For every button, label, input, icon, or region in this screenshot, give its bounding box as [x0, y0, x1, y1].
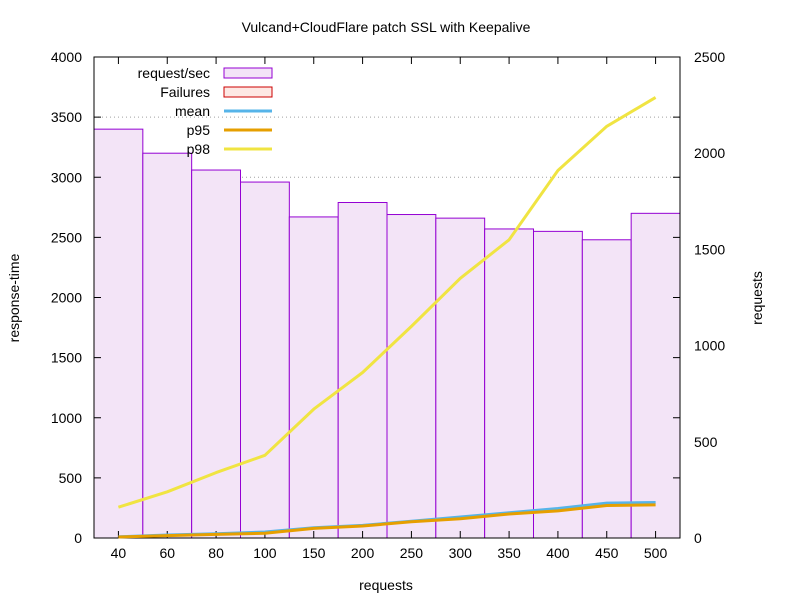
legend-label-mean: mean	[175, 103, 210, 119]
legend-label-p98: p98	[187, 141, 211, 157]
line-p95	[118, 503, 656, 539]
x-tick-label: 250	[400, 545, 424, 561]
y2-tick-label: 1000	[694, 338, 725, 354]
x-tick-label: 500	[644, 545, 668, 561]
x-tick-label: 200	[351, 545, 375, 561]
x-tick-label: 150	[302, 545, 326, 561]
y-tick-label: 500	[59, 470, 83, 486]
x-axis-label: requests	[359, 577, 413, 593]
y-axis-label: response-time	[6, 253, 22, 342]
y2-tick-label: 2500	[694, 49, 725, 65]
bar-request-sec	[288, 216, 339, 539]
legend-swatch-request-sec	[223, 67, 273, 79]
y2-tick-label: 0	[694, 530, 702, 546]
y-tick-label: 1500	[51, 350, 82, 366]
y-tick-label: 0	[74, 530, 82, 546]
y2-tick-label: 2000	[694, 145, 725, 161]
legend-label-failures: Failures	[160, 84, 210, 100]
y-tick-label: 1000	[51, 410, 82, 426]
x-tick-label: 40	[111, 545, 127, 561]
legend-label-request-sec: request/sec	[138, 65, 210, 81]
bar-request-sec	[337, 202, 388, 539]
bar-request-sec	[435, 217, 486, 539]
bar-request-sec	[93, 128, 144, 539]
bar-request-sec	[484, 228, 534, 539]
bar-request-sec	[386, 214, 437, 539]
bar-request-sec	[630, 212, 681, 539]
plot-area: 0 500 1000 1500 2000 2500 3000 3500 4000 0 500 1000…	[51, 49, 726, 561]
y-tick-label: 2500	[51, 229, 82, 245]
x-tick-label: 300	[449, 545, 473, 561]
x-tick-label: 100	[253, 545, 277, 561]
x-tick-label: 450	[595, 545, 619, 561]
y-tick-label: 2000	[51, 290, 82, 306]
x-tick-label: 80	[208, 545, 224, 561]
bar-request-sec	[533, 230, 583, 539]
bar-request-sec	[142, 152, 193, 539]
y2-tick-label: 500	[694, 434, 718, 450]
bar-request-sec	[581, 239, 632, 539]
legend-label-p95: p95	[187, 122, 211, 138]
legend-swatch-failures	[223, 86, 273, 98]
y-tick-label: 4000	[51, 49, 82, 65]
legend: request/sec Failures mean p95 p98	[138, 65, 273, 157]
bar-request-sec	[240, 181, 290, 539]
y-tick-label: 3500	[51, 109, 82, 125]
x-tick-label: 350	[497, 545, 521, 561]
y-tick-label: 3000	[51, 169, 82, 185]
y2-tick-label: 1500	[694, 241, 725, 257]
x-tick-label: 60	[159, 545, 175, 561]
bar-request-sec	[191, 169, 242, 539]
line-p98	[117, 96, 657, 509]
chart-title: Vulcand+CloudFlare patch SSL with Keepal…	[242, 19, 531, 35]
y2-axis-label: requests	[749, 271, 765, 325]
x-tick-label: 400	[546, 545, 570, 561]
